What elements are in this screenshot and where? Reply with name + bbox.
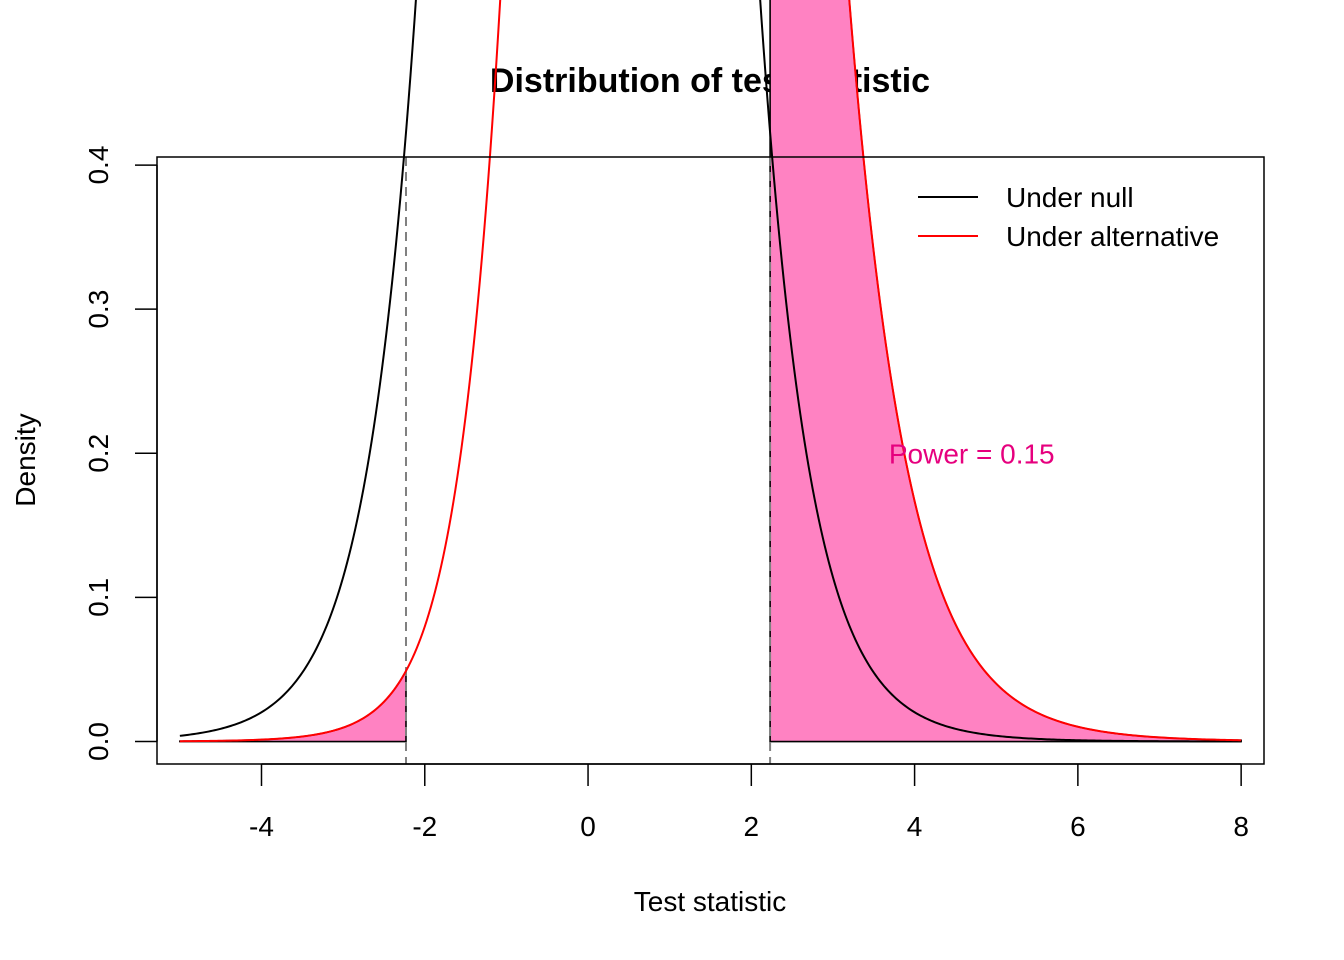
x-tick-label: -4 bbox=[249, 811, 274, 842]
power-region-right bbox=[769, 0, 1242, 743]
x-tick-label: 4 bbox=[907, 811, 923, 842]
x-tick-label: -2 bbox=[412, 811, 437, 842]
y-tick-label: 0.0 bbox=[83, 722, 114, 761]
axes: -4 -2 0 2 4 6 8 0.0 0.1 0.2 0.3 0.4 bbox=[83, 146, 1249, 842]
chart-title: Distribution of test statistic bbox=[490, 62, 930, 100]
x-tick-label: 0 bbox=[580, 811, 596, 842]
x-tick-label: 6 bbox=[1070, 811, 1086, 842]
power-annotation: Power = 0.15 bbox=[889, 438, 1055, 469]
legend-label-under-null: Under null bbox=[1006, 182, 1134, 213]
y-tick-label: 0.2 bbox=[83, 434, 114, 473]
series-line-under-alternative bbox=[179, 0, 1242, 743]
legend-label-under-alternative: Under alternative bbox=[1006, 221, 1219, 252]
y-tick-label: 0.3 bbox=[83, 290, 114, 329]
x-tick-label: 2 bbox=[744, 811, 760, 842]
x-tick-label: 8 bbox=[1233, 811, 1249, 842]
plot-area bbox=[179, 0, 1242, 764]
legend: Under null Under alternative bbox=[918, 182, 1219, 252]
y-tick-label: 0.4 bbox=[83, 146, 114, 185]
y-axis-label: Density bbox=[10, 413, 41, 506]
x-axis-label: Test statistic bbox=[634, 886, 786, 917]
y-tick-label: 0.1 bbox=[83, 578, 114, 617]
series-line-under-null bbox=[179, 0, 1242, 743]
